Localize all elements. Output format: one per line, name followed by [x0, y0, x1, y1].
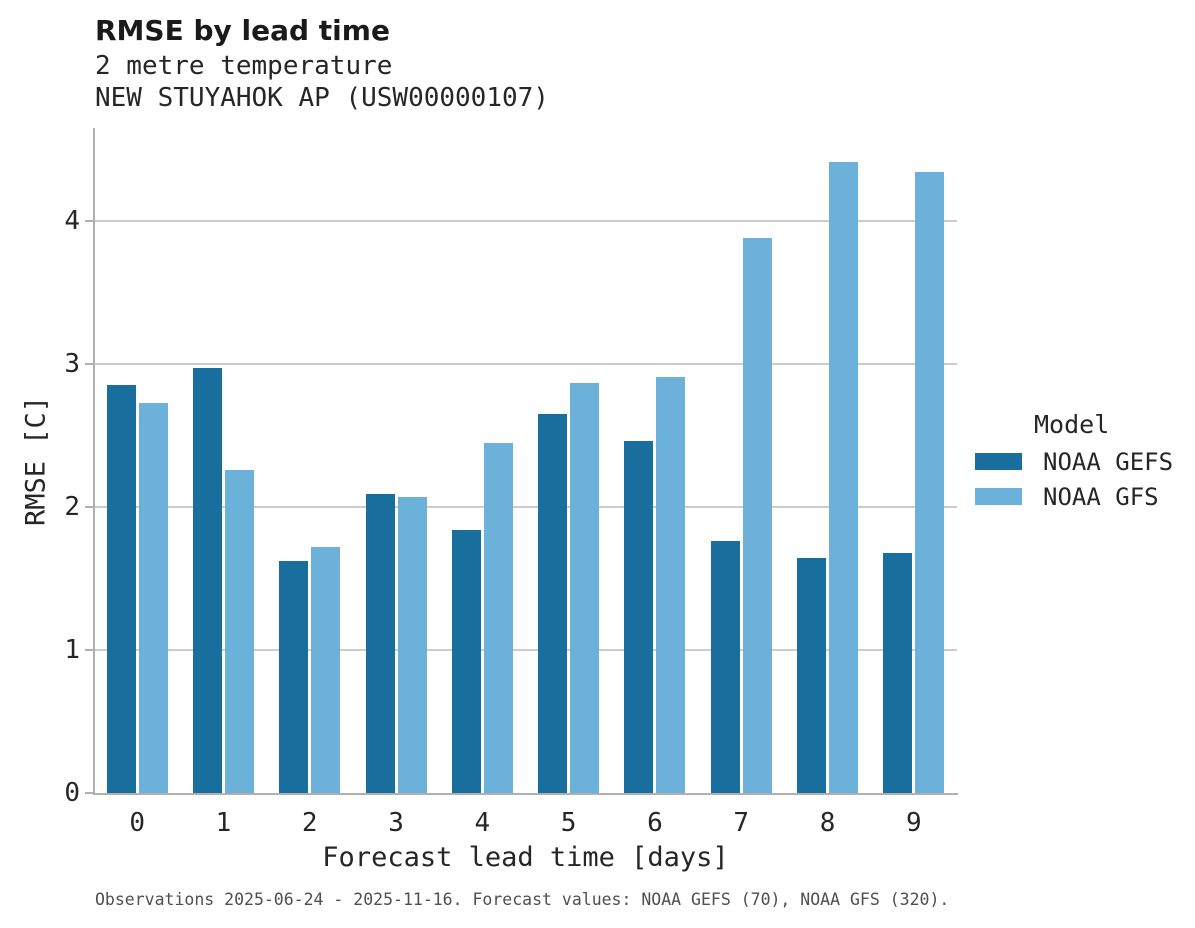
x-tick-label-1: 1: [215, 808, 232, 838]
x-axis-spine: [93, 793, 958, 795]
bar-noaa-gfs-lead-2: [311, 547, 341, 793]
legend-swatch-noaa-gfs: [975, 488, 1022, 505]
bar-noaa-gfs-lead-6: [656, 376, 686, 793]
bar-noaa-gfs-lead-8: [829, 162, 859, 793]
bar-noaa-gefs-lead-0: [106, 385, 136, 793]
legend-label-noaa-gefs: NOAA GEFS: [1043, 447, 1174, 476]
gridline-y-4: [94, 220, 957, 222]
x-tick-label-3: 3: [388, 808, 404, 838]
x-tick-label-9: 9: [905, 808, 922, 838]
x-tick-label-6: 6: [647, 808, 663, 838]
bar-group-lead-7: [698, 128, 784, 793]
bar-noaa-gefs-lead-8: [797, 558, 827, 793]
bar-noaa-gefs-lead-1: [192, 368, 222, 793]
x-tick-label-2: 2: [301, 808, 318, 838]
bar-noaa-gfs-lead-5: [570, 382, 600, 793]
bar-noaa-gfs-lead-0: [138, 402, 168, 793]
bar-noaa-gfs-lead-7: [742, 238, 772, 793]
x-tick-label-0: 0: [129, 808, 145, 838]
y-tick-label-2: 2: [64, 492, 80, 522]
bar-group-lead-5: [525, 128, 611, 793]
bar-noaa-gefs-lead-7: [710, 541, 740, 793]
chart-header: RMSE by lead time 2 metre temperature NE…: [95, 12, 549, 114]
bar-noaa-gefs-lead-3: [365, 494, 395, 793]
gridline-y-3: [94, 363, 957, 365]
bar-noaa-gefs-lead-9: [883, 552, 913, 793]
legend-label-noaa-gfs: NOAA GFS: [1043, 482, 1159, 511]
legend-title: Model: [1034, 410, 1110, 439]
y-tick-label-1: 1: [64, 635, 80, 665]
y-tick-mark-3: [85, 363, 93, 365]
bar-group-lead-4: [439, 128, 525, 793]
bar-group-lead-3: [353, 128, 439, 793]
bar-group-lead-8: [784, 128, 870, 793]
y-tick-mark-0: [85, 792, 93, 794]
chart-title: RMSE by lead time: [95, 14, 390, 47]
x-axis-title: Forecast lead time [days]: [322, 842, 729, 873]
legend-swatch-noaa-gefs: [975, 453, 1022, 470]
y-tick-mark-4: [85, 220, 93, 222]
bar-noaa-gefs-lead-4: [451, 529, 481, 793]
y-tick-mark-2: [85, 506, 93, 508]
chart-station: NEW STUYAHOK AP (USW00000107): [95, 83, 549, 113]
x-tick-label-7: 7: [733, 808, 750, 838]
legend-item-noaa-gfs: NOAA GFS: [975, 482, 1173, 511]
chart-subtitle: 2 metre temperature: [95, 51, 393, 81]
bar-noaa-gfs-lead-3: [397, 497, 427, 793]
bar-series-container: [94, 128, 957, 793]
y-tick-label-0: 0: [64, 778, 80, 808]
bar-noaa-gefs-lead-5: [538, 414, 568, 793]
bar-group-lead-6: [612, 128, 698, 793]
bar-noaa-gfs-lead-1: [224, 469, 254, 793]
y-axis-spine: [93, 128, 95, 795]
plot-area: [94, 128, 957, 793]
y-tick-label-4: 4: [64, 206, 80, 236]
gridline-y-1: [94, 649, 957, 651]
bar-noaa-gefs-lead-6: [624, 441, 654, 793]
y-tick-mark-1: [85, 649, 93, 651]
caption-note: Observations 2025-06-24 - 2025-11-16. Fo…: [95, 890, 950, 909]
legend-item-noaa-gefs: NOAA GEFS: [975, 447, 1174, 476]
bar-group-lead-2: [267, 128, 353, 793]
bar-group-lead-0: [94, 128, 180, 793]
gridline-y-2: [94, 506, 957, 508]
legend: Model NOAA GEFS NOAA GFS: [975, 410, 1174, 511]
x-tick-label-4: 4: [474, 808, 491, 838]
bar-noaa-gfs-lead-9: [915, 172, 945, 793]
x-tick-label-5: 5: [560, 808, 577, 838]
x-tick-label-8: 8: [819, 808, 836, 838]
bar-noaa-gefs-lead-2: [279, 561, 309, 793]
y-tick-label-3: 3: [64, 349, 80, 379]
x-tick-labels: 0 1 2 3 4 5 6 7 8 9: [94, 806, 957, 840]
bar-noaa-gfs-lead-4: [483, 442, 513, 793]
bar-group-lead-9: [871, 128, 957, 793]
bar-group-lead-1: [180, 128, 266, 793]
